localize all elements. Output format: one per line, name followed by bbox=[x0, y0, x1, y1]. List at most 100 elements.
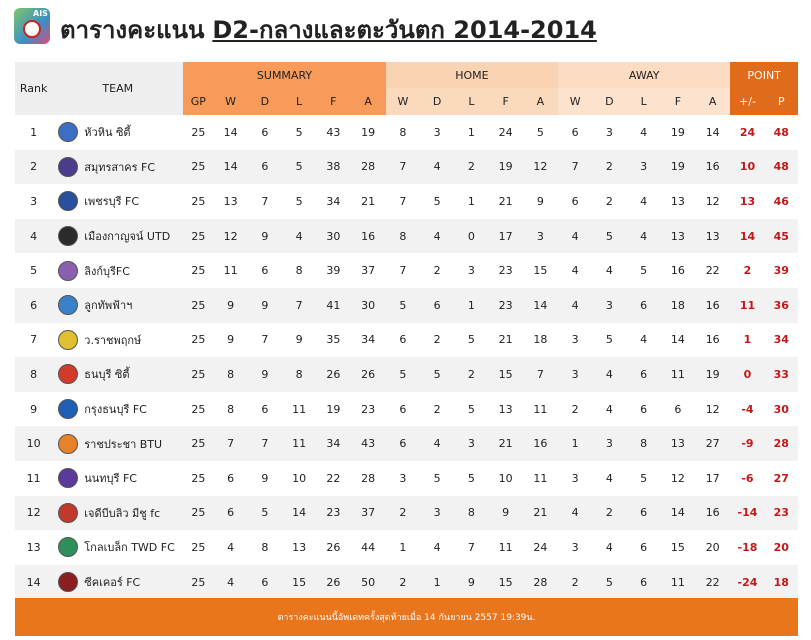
table-row: 11 นนทบุรี FC 25 6 9 10 22 28 3 5 5 10 11 3 4 5 12 17 -6 27 bbox=[15, 460, 798, 496]
team-name: ราชประชา BTU bbox=[84, 437, 163, 451]
table-row: 12 เจดีบีบลิว มีชู fc 25 6 5 14 23 37 2 3 8 9 21 4 2 6 1… bbox=[15, 495, 798, 531]
stat-cell-gp: 25 bbox=[183, 530, 214, 565]
rank-cell: 12 bbox=[15, 495, 53, 531]
stat-cell-hf: 11 bbox=[488, 530, 523, 565]
team-name: เจดีบีบลิว มีชู fc bbox=[84, 506, 161, 520]
stat-cell-hw: 2 bbox=[385, 564, 421, 600]
stat-cell-f: 41 bbox=[316, 287, 351, 323]
stat-cell-aa: 20 bbox=[695, 530, 731, 565]
stat-cell-ha: 11 bbox=[522, 460, 559, 496]
points-cell: 33 bbox=[764, 357, 798, 392]
rank-cell: 14 bbox=[15, 564, 53, 600]
stat-cell-hl: 3 bbox=[454, 426, 489, 461]
stat-cell-al: 6 bbox=[626, 357, 661, 392]
stat-cell-l: 11 bbox=[281, 391, 317, 427]
stat-cell-hf: 15 bbox=[488, 357, 523, 392]
stat-cell-aw: 4 bbox=[558, 287, 593, 323]
points-cell: 36 bbox=[764, 287, 798, 323]
rank-cell: 2 bbox=[15, 149, 53, 185]
stat-cell-hd: 4 bbox=[420, 218, 455, 254]
stat-cell-hf: 9 bbox=[488, 495, 523, 531]
stat-cell-d: 7 bbox=[247, 426, 282, 461]
stat-cell-al: 6 bbox=[626, 287, 661, 323]
stat-cell-gp: 25 bbox=[183, 322, 214, 358]
away-l-header: L bbox=[626, 88, 661, 115]
stat-cell-gp: 25 bbox=[183, 495, 214, 531]
team-cell: ลูกทัพฟ้าฯ bbox=[52, 287, 184, 323]
goal-diff-cell: 0 bbox=[730, 357, 765, 392]
stat-cell-hd: 5 bbox=[420, 184, 455, 219]
stat-cell-d: 6 bbox=[247, 564, 282, 600]
rank-cell: 10 bbox=[15, 426, 53, 461]
stat-cell-al: 4 bbox=[626, 184, 661, 219]
goal-diff-cell: -4 bbox=[730, 391, 765, 427]
home-a-header: A bbox=[522, 88, 559, 115]
stat-cell-al: 6 bbox=[626, 391, 661, 427]
stat-cell-aw: 2 bbox=[558, 391, 593, 427]
team-cell: ธนบุรี ซิตี้ bbox=[52, 357, 184, 392]
goal-diff-cell: -18 bbox=[730, 530, 765, 565]
stat-cell-aw: 1 bbox=[558, 426, 593, 461]
stat-cell-l: 8 bbox=[281, 253, 317, 288]
stat-cell-w: 14 bbox=[213, 115, 248, 150]
stat-cell-ha: 12 bbox=[522, 149, 559, 185]
home-w-header: W bbox=[385, 88, 421, 115]
point-header: POINT bbox=[730, 62, 798, 88]
stat-cell-d: 8 bbox=[247, 530, 282, 565]
points-cell: 18 bbox=[764, 564, 798, 600]
stat-cell-d: 7 bbox=[247, 322, 282, 358]
team-crest-icon bbox=[58, 502, 79, 523]
stat-cell-a: 43 bbox=[350, 426, 386, 461]
stat-cell-aw: 4 bbox=[558, 495, 593, 531]
stat-cell-f: 26 bbox=[316, 357, 351, 392]
summary-l-header: L bbox=[281, 88, 317, 115]
summary-d-header: D bbox=[247, 88, 282, 115]
title-main: ตารางคะแนน bbox=[60, 16, 205, 44]
stat-cell-f: 19 bbox=[316, 391, 351, 427]
points-cell: 45 bbox=[764, 218, 798, 254]
stat-cell-hd: 2 bbox=[420, 322, 455, 358]
home-f-header: F bbox=[488, 88, 523, 115]
team-crest-icon bbox=[58, 537, 79, 558]
stat-cell-aa: 22 bbox=[695, 564, 731, 600]
stat-cell-gp: 25 bbox=[183, 391, 214, 427]
stat-cell-aa: 14 bbox=[695, 115, 731, 150]
stat-cell-aw: 6 bbox=[558, 184, 593, 219]
table-row: 3 เพชรบุรี FC 25 13 7 5 34 21 7 5 1 21 9 6 2 4 13 12 13 46 bbox=[15, 184, 798, 219]
rank-header: Rank bbox=[15, 62, 53, 115]
team-crest-icon bbox=[58, 399, 79, 420]
stat-cell-aa: 16 bbox=[695, 149, 731, 185]
stat-cell-af: 18 bbox=[660, 287, 696, 323]
stat-cell-hw: 7 bbox=[385, 149, 421, 185]
stat-cell-hl: 2 bbox=[454, 357, 489, 392]
stat-cell-aw: 3 bbox=[558, 322, 593, 358]
stat-cell-hl: 1 bbox=[454, 115, 489, 150]
stat-cell-w: 4 bbox=[213, 530, 248, 565]
stat-cell-hw: 3 bbox=[385, 460, 421, 496]
points-cell: 20 bbox=[764, 530, 798, 565]
stat-cell-hf: 15 bbox=[488, 564, 523, 600]
away-d-header: D bbox=[592, 88, 627, 115]
stat-cell-ha: 11 bbox=[522, 391, 559, 427]
stat-cell-f: 22 bbox=[316, 460, 351, 496]
team-name: โกลเบล็ก TWD FC bbox=[84, 541, 175, 555]
stat-cell-aw: 3 bbox=[558, 530, 593, 565]
team-cell: โกลเบล็ก TWD FC bbox=[52, 530, 184, 565]
stat-cell-hw: 2 bbox=[385, 495, 421, 531]
team-cell: กรุงธนบุรี FC bbox=[52, 391, 184, 427]
stat-cell-ad: 3 bbox=[592, 287, 627, 323]
points-cell: 46 bbox=[764, 184, 798, 219]
stat-cell-ad: 5 bbox=[592, 564, 627, 600]
stat-cell-w: 11 bbox=[213, 253, 248, 288]
stat-cell-a: 37 bbox=[350, 495, 386, 531]
stat-cell-hl: 1 bbox=[454, 184, 489, 219]
team-cell: สมุทรสาคร FC bbox=[52, 149, 184, 185]
stat-cell-a: 16 bbox=[350, 218, 386, 254]
stat-cell-aw: 6 bbox=[558, 115, 593, 150]
stat-cell-hw: 7 bbox=[385, 184, 421, 219]
stat-cell-ad: 2 bbox=[592, 495, 627, 531]
points-cell: 48 bbox=[764, 149, 798, 185]
stat-cell-hw: 5 bbox=[385, 287, 421, 323]
stat-cell-ha: 3 bbox=[522, 218, 559, 254]
stat-cell-aw: 4 bbox=[558, 253, 593, 288]
